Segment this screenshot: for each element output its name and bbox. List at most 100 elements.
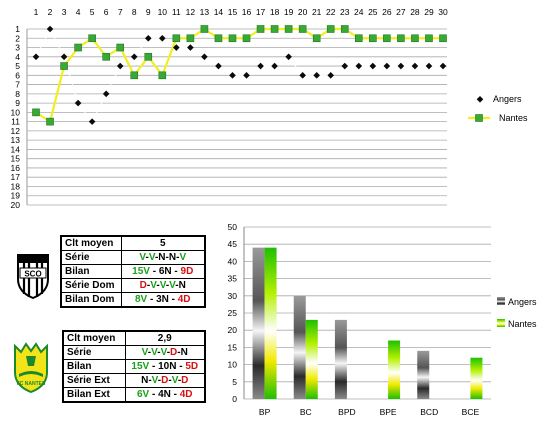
stats-row: Bilan 15V - 6N - 9D bbox=[60, 264, 206, 279]
nantes-point bbox=[228, 34, 237, 43]
stats-row-value: 5 bbox=[120, 235, 206, 251]
bar-x-tick-label: BC bbox=[300, 407, 312, 417]
stats-value-part: 8V bbox=[134, 294, 148, 305]
legend-nantes-swatch bbox=[497, 319, 505, 327]
stats-row-label: Série Dom bbox=[60, 278, 122, 293]
stats-value-part: D bbox=[139, 280, 147, 291]
stats-row: Clt moyen 2,9 bbox=[62, 330, 206, 346]
nantes-point bbox=[439, 34, 447, 43]
angers-bar bbox=[252, 247, 265, 399]
stats-value-part: 4D bbox=[179, 389, 193, 400]
angers-bar bbox=[334, 319, 347, 399]
nantes-point bbox=[74, 43, 82, 52]
stats-value-part: - bbox=[168, 375, 172, 386]
stats-value-part: D bbox=[181, 375, 189, 386]
stats-value-part: V bbox=[179, 252, 187, 263]
angers-point bbox=[355, 62, 363, 70]
rank-x-tick-label: 20 bbox=[298, 7, 308, 17]
nantes-point bbox=[214, 34, 223, 43]
angers-point bbox=[257, 62, 264, 70]
rank-y-tick-label: 16 bbox=[11, 163, 21, 173]
rank-x-tick-label: 17 bbox=[256, 7, 266, 17]
nantes-point bbox=[425, 34, 433, 43]
angers-point bbox=[411, 62, 419, 70]
angers-logo-text: SCO bbox=[24, 270, 41, 279]
angers-point bbox=[425, 62, 433, 70]
angers-point bbox=[383, 62, 391, 70]
nantes-point bbox=[46, 117, 54, 126]
stats-row-label: Bilan Dom bbox=[60, 292, 122, 308]
angers-point bbox=[341, 62, 349, 70]
rank-series-markers bbox=[32, 25, 447, 126]
stats-row-label: Bilan bbox=[62, 359, 126, 374]
rank-gridlines bbox=[26, 28, 447, 206]
angers-point bbox=[102, 90, 110, 98]
angers-point bbox=[327, 72, 335, 79]
nantes-point bbox=[144, 52, 153, 61]
rank-y-tick-label: 3 bbox=[15, 43, 20, 53]
bar-y-axis-ticks: 0 5 10 15 20 25 30 35 40 45 50 bbox=[228, 222, 238, 404]
rank-x-tick-label: 7 bbox=[118, 7, 123, 17]
rank-x-tick-label: 28 bbox=[410, 7, 420, 17]
angers-point bbox=[88, 118, 96, 125]
stats-row-label: Série bbox=[62, 345, 126, 360]
rank-x-tick-label: 8 bbox=[132, 7, 137, 17]
rank-y-tick-label: 7 bbox=[15, 80, 20, 90]
stats-value-part: - 10N - bbox=[149, 361, 186, 372]
stats-row: Série Dom D-V-V-V-N bbox=[60, 278, 206, 293]
stats-value-part: V bbox=[151, 347, 158, 358]
stats-value-part: - bbox=[154, 252, 159, 263]
angers-point bbox=[144, 34, 152, 42]
stats-value-part: - bbox=[145, 252, 149, 263]
stats-row: Série V-V-N-N-V bbox=[60, 250, 206, 265]
angers-point bbox=[187, 44, 194, 51]
stats-value-part: N bbox=[178, 280, 186, 291]
stats-value-part: - bbox=[175, 280, 179, 291]
stats-value-part: N bbox=[141, 375, 149, 386]
angers-point bbox=[46, 25, 54, 33]
stats-value-part: - 6N - bbox=[149, 266, 181, 277]
stats-value-part: 15V bbox=[132, 266, 150, 277]
rank-x-tick-label: 18 bbox=[270, 7, 280, 17]
nantes-point bbox=[383, 34, 391, 43]
nantes-point bbox=[298, 25, 307, 33]
legend-nantes-label: Nantes bbox=[499, 113, 528, 123]
angers-point bbox=[397, 62, 405, 70]
nantes-point bbox=[130, 71, 139, 80]
stats-value-part: 15V bbox=[131, 361, 150, 372]
nantes-point bbox=[340, 25, 349, 33]
angers-stats-table: Clt moyen 5 Série V-V-N-N-V Bilan 15V - 6N - … bbox=[60, 235, 206, 308]
legend-nantes-label: Nantes bbox=[508, 319, 537, 329]
rank-y-tick-label: 2 bbox=[15, 33, 20, 43]
nantes-bar bbox=[388, 340, 401, 399]
stats-row: Série V-V-V-D-N bbox=[62, 345, 206, 360]
rank-x-tick-label: 3 bbox=[62, 7, 67, 17]
nantes-point bbox=[326, 25, 335, 33]
angers-point bbox=[369, 62, 377, 70]
rank-y-tick-label: 6 bbox=[15, 70, 20, 80]
bar-series-bars bbox=[252, 247, 483, 399]
rank-y-tick-label: 14 bbox=[11, 144, 21, 154]
nantes-point bbox=[172, 34, 181, 43]
stats-value-part: V bbox=[159, 280, 166, 291]
nantes-point bbox=[256, 25, 265, 33]
stats-value-part: 9D bbox=[180, 266, 194, 277]
angers-bar bbox=[293, 295, 306, 399]
rank-y-tick-label: 13 bbox=[11, 135, 21, 145]
angers-point bbox=[229, 72, 236, 79]
rank-x-tick-label: 5 bbox=[90, 7, 95, 17]
stats-row: Série Ext N-V-D-V-D bbox=[62, 373, 206, 388]
rank-x-tick-label: 6 bbox=[104, 7, 109, 17]
stats-row: Bilan 15V - 10N - 5D bbox=[62, 359, 206, 374]
rank-y-tick-label: 9 bbox=[15, 98, 20, 108]
rank-y-tick-label: 18 bbox=[11, 181, 21, 191]
nantes-point bbox=[116, 43, 125, 52]
stats-row-value: N-V-D-V-D bbox=[124, 373, 206, 388]
rank-x-tick-label: 2 bbox=[48, 7, 53, 17]
stats-row: Clt moyen 5 bbox=[60, 235, 206, 251]
nantes-point bbox=[354, 34, 363, 43]
stats-value-part: N bbox=[158, 252, 166, 263]
stats-row-label: Bilan bbox=[60, 264, 122, 279]
